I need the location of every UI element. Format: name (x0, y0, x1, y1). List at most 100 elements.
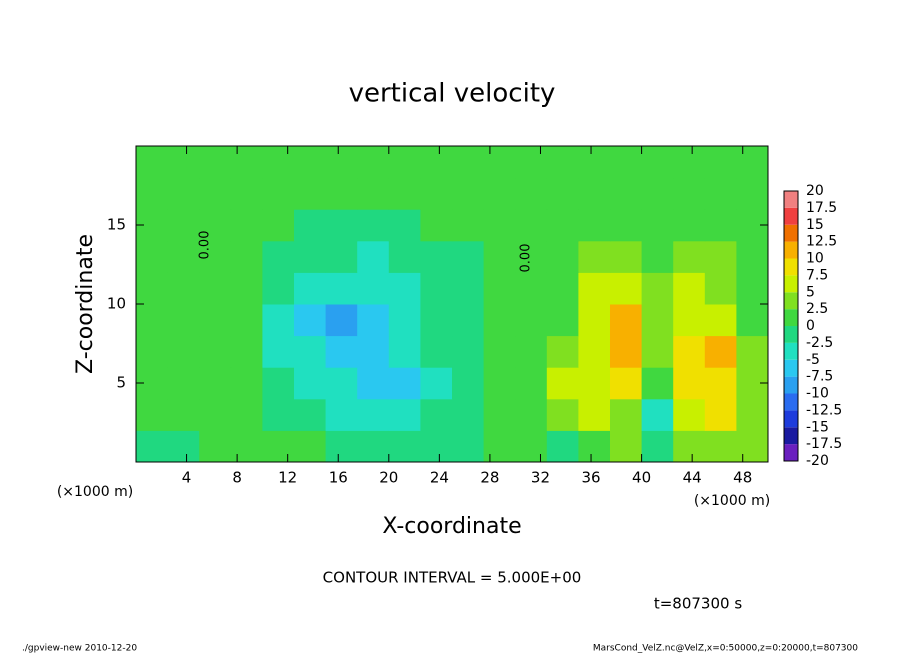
cell (262, 209, 295, 242)
cell (578, 209, 611, 242)
cell (546, 304, 579, 337)
colorbar-cell (784, 207, 798, 225)
cell (167, 398, 200, 431)
cell (388, 430, 421, 463)
cell (515, 398, 548, 431)
cell (641, 304, 674, 337)
colorbar-cell (784, 241, 798, 259)
contour-label: 0.00 (198, 231, 213, 260)
cell (325, 146, 358, 179)
cell (452, 398, 485, 431)
colorbar-label: -5 (806, 352, 820, 368)
cell (167, 240, 200, 273)
cell (483, 177, 516, 210)
cell (452, 430, 485, 463)
x-unit: (×1000 m) (694, 493, 770, 509)
x-tick-label: 48 (733, 469, 752, 487)
cell (294, 146, 327, 179)
x-tick-label: 8 (232, 469, 242, 487)
cell (294, 367, 327, 400)
x-unit: (×1000 m) (57, 484, 133, 500)
x-tick-label: 24 (430, 469, 449, 487)
cell (325, 335, 358, 368)
cell (483, 304, 516, 337)
x-tick-label: 32 (531, 469, 550, 487)
cell (736, 272, 769, 305)
colorbar-cell (784, 427, 798, 445)
cell (357, 430, 390, 463)
cell (546, 146, 579, 179)
cell (199, 430, 232, 463)
cell (610, 398, 643, 431)
time-label: t=807300 s (654, 595, 742, 613)
cell (673, 209, 706, 242)
cell (420, 146, 453, 179)
cell (294, 272, 327, 305)
cell (515, 240, 548, 273)
x-tick-label: 44 (683, 469, 702, 487)
cell (136, 146, 169, 179)
cell (357, 146, 390, 179)
cell (673, 367, 706, 400)
chart-title: vertical velocity (349, 79, 556, 109)
cell (230, 367, 263, 400)
cell (325, 398, 358, 431)
cell (420, 304, 453, 337)
cell (641, 335, 674, 368)
cell (262, 430, 295, 463)
colorbar-label: -10 (806, 386, 829, 402)
cell (167, 272, 200, 305)
y-tick-label: 5 (116, 374, 126, 392)
cell (167, 335, 200, 368)
x-tick-label: 16 (329, 469, 348, 487)
cell (136, 335, 169, 368)
cell (515, 272, 548, 305)
cell (388, 272, 421, 305)
cell (452, 272, 485, 305)
cell (673, 304, 706, 337)
cell (641, 430, 674, 463)
cell (136, 430, 169, 463)
cell (167, 367, 200, 400)
cell (641, 146, 674, 179)
cell (704, 398, 737, 431)
cell (294, 335, 327, 368)
cell (167, 304, 200, 337)
cell (420, 367, 453, 400)
cell (578, 272, 611, 305)
cell (167, 177, 200, 210)
cell (388, 304, 421, 337)
cell (325, 430, 358, 463)
colorbar-label: -17.5 (806, 436, 842, 452)
cell (736, 146, 769, 179)
cell (388, 146, 421, 179)
cell (325, 177, 358, 210)
cell (357, 367, 390, 400)
field (136, 146, 769, 463)
cell (262, 335, 295, 368)
cell (610, 146, 643, 179)
cell (452, 146, 485, 179)
cell (515, 146, 548, 179)
colorbar-cell (784, 376, 798, 394)
cell (515, 209, 548, 242)
cell (262, 367, 295, 400)
cell (420, 177, 453, 210)
cell (546, 335, 579, 368)
cell (230, 240, 263, 273)
cell (230, 146, 263, 179)
cell (610, 240, 643, 273)
colorbar-label: 0 (806, 318, 815, 334)
colorbar-label: 2.5 (806, 301, 828, 317)
cell (167, 430, 200, 463)
cell (736, 398, 769, 431)
x-axis-label: X-coordinate (382, 514, 521, 539)
cell (483, 240, 516, 273)
cell (262, 146, 295, 179)
cell (388, 335, 421, 368)
cell (673, 177, 706, 210)
colorbar-label: -20 (806, 453, 829, 469)
cell (388, 367, 421, 400)
cell (452, 304, 485, 337)
cell (136, 272, 169, 305)
